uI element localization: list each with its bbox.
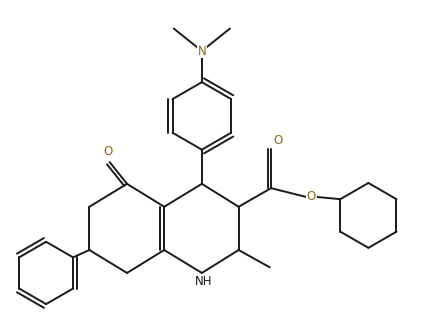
- Text: O: O: [103, 145, 112, 158]
- Text: O: O: [273, 134, 282, 147]
- Text: NH: NH: [195, 275, 212, 288]
- Text: O: O: [306, 190, 316, 203]
- Text: N: N: [197, 44, 206, 58]
